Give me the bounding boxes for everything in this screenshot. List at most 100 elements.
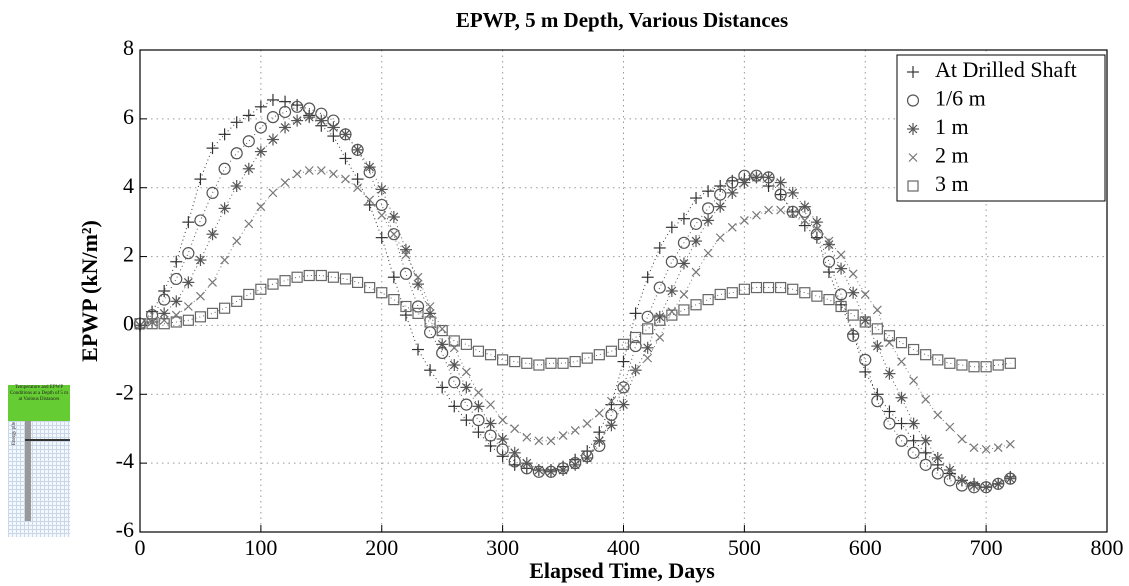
marker xyxy=(702,214,715,227)
marker xyxy=(230,116,243,129)
marker xyxy=(496,450,509,463)
x-tick-label: 400 xyxy=(607,535,640,560)
marker xyxy=(232,236,242,246)
marker xyxy=(690,299,702,311)
marker xyxy=(194,173,207,186)
legend-box xyxy=(896,54,1106,202)
marker xyxy=(496,433,509,446)
marker xyxy=(508,446,521,459)
x-axis-label: Elapsed Time, Days xyxy=(529,558,715,583)
marker xyxy=(316,166,326,175)
marker xyxy=(931,467,944,480)
marker xyxy=(159,315,169,325)
marker xyxy=(678,304,690,316)
marker xyxy=(895,417,908,430)
series-line xyxy=(139,99,1011,488)
marker xyxy=(810,216,823,229)
marker xyxy=(375,198,388,212)
marker xyxy=(412,307,424,319)
marker xyxy=(1004,357,1016,369)
marker xyxy=(679,290,689,299)
marker xyxy=(883,367,896,380)
marker xyxy=(376,287,388,299)
marker xyxy=(908,153,918,162)
marker xyxy=(510,424,520,434)
marker xyxy=(448,359,461,372)
marker xyxy=(715,233,725,243)
marker xyxy=(714,188,727,201)
y-tick-label: -4 xyxy=(116,448,134,473)
marker xyxy=(932,354,944,366)
legend: At Drilled Shaft 1/6 m 1 m 2 m 3 m xyxy=(896,54,1106,202)
marker xyxy=(774,188,787,201)
marker xyxy=(158,307,171,320)
marker xyxy=(933,410,943,420)
inset-caption: Temperature and EPWP Conditions at a Dep… xyxy=(8,385,70,421)
marker xyxy=(268,188,278,198)
marker xyxy=(690,235,703,248)
marker xyxy=(436,381,449,394)
marker xyxy=(436,338,449,351)
marker xyxy=(859,353,872,366)
marker xyxy=(665,221,678,234)
y-tick-label: -2 xyxy=(116,379,134,404)
marker xyxy=(871,388,884,401)
marker xyxy=(919,458,932,471)
marker xyxy=(387,228,400,241)
marker xyxy=(980,481,993,494)
marker xyxy=(339,273,352,285)
marker xyxy=(279,95,292,108)
marker xyxy=(919,446,932,459)
marker xyxy=(363,198,376,211)
marker xyxy=(460,398,473,411)
marker xyxy=(980,361,992,373)
marker xyxy=(182,276,195,289)
marker xyxy=(629,339,642,353)
marker xyxy=(702,294,714,306)
marker xyxy=(582,419,592,428)
marker xyxy=(641,341,654,354)
plot xyxy=(133,93,1017,494)
y-tick-label: 6 xyxy=(123,104,134,129)
marker xyxy=(822,255,836,268)
marker xyxy=(182,247,195,260)
legend-label: 2 m xyxy=(935,143,969,168)
marker xyxy=(605,408,618,422)
marker xyxy=(836,250,846,260)
marker xyxy=(425,302,435,311)
marker xyxy=(859,365,872,378)
marker xyxy=(218,162,231,175)
marker xyxy=(643,353,653,363)
marker xyxy=(834,288,848,301)
marker xyxy=(377,210,387,220)
series-line xyxy=(139,170,1011,450)
marker xyxy=(569,355,581,368)
marker xyxy=(824,236,834,246)
marker xyxy=(521,357,533,369)
grid: 0 100 200 300 400 500 600 700 800 -6 -4 -2 0 2 4 6 8 xyxy=(116,35,1124,560)
marker xyxy=(895,337,908,349)
marker xyxy=(629,331,642,344)
marker xyxy=(171,310,181,320)
marker xyxy=(558,431,568,441)
series-line xyxy=(140,275,1011,368)
marker xyxy=(534,436,544,446)
marker xyxy=(907,434,920,447)
marker xyxy=(206,186,219,199)
marker xyxy=(484,349,497,361)
marker xyxy=(218,128,231,141)
marker xyxy=(278,105,292,119)
marker xyxy=(557,357,569,369)
marker xyxy=(292,169,302,179)
marker xyxy=(714,200,727,213)
marker xyxy=(267,278,279,290)
marker xyxy=(847,286,860,299)
marker xyxy=(714,179,727,192)
marker xyxy=(859,314,872,327)
marker xyxy=(895,391,908,404)
marker xyxy=(703,248,713,258)
marker xyxy=(208,277,217,287)
marker xyxy=(399,243,412,256)
marker xyxy=(387,271,400,284)
